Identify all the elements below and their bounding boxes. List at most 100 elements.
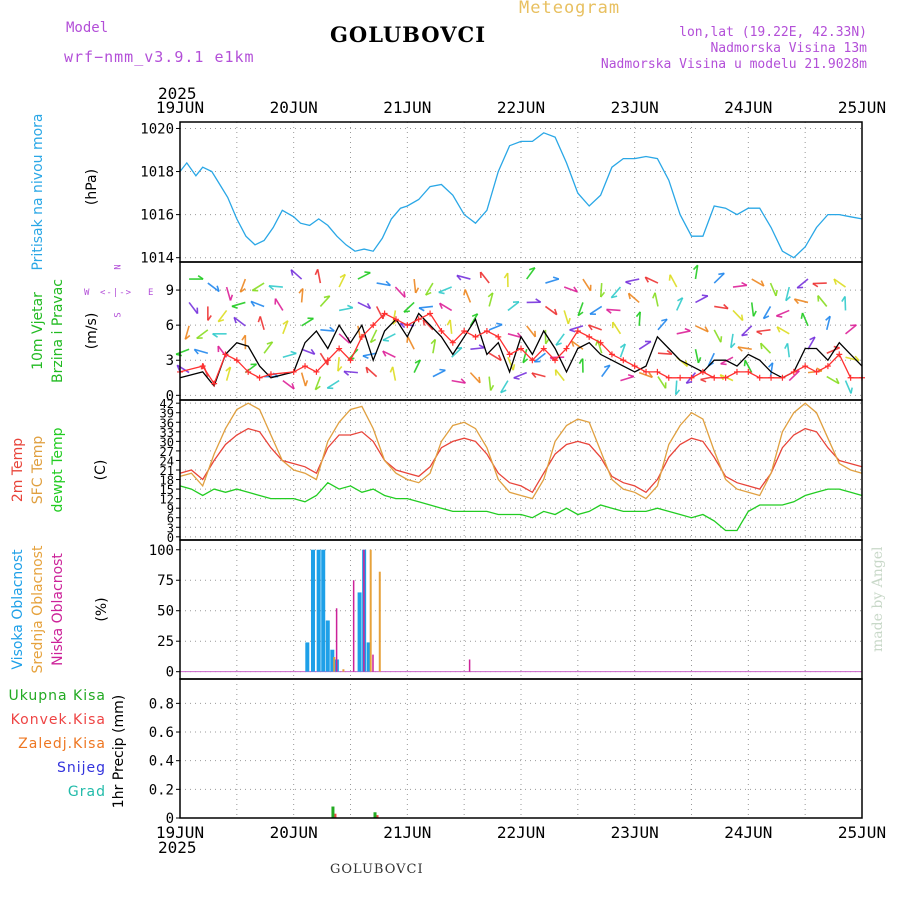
wind-barb-flag: [337, 366, 343, 372]
wind-barb: [785, 286, 791, 301]
wind-barb: [707, 352, 715, 367]
y-tick-label: 100: [149, 543, 174, 559]
wind-barb-flag: [741, 333, 748, 337]
wind-barb-flag: [648, 372, 654, 378]
wind-barb: [418, 305, 433, 309]
wind-barb: [713, 272, 725, 284]
wind-barb-flag: [567, 317, 571, 325]
y-tick-label: 15: [160, 483, 174, 497]
wind-barb: [714, 305, 729, 310]
wind-barb: [337, 357, 340, 372]
wind-barb-flag: [339, 273, 346, 279]
wind-barb: [464, 289, 472, 303]
wind-barb-flag: [291, 383, 295, 390]
model-name: wrf−nmm_v3.9.1 e1km: [64, 48, 255, 66]
wind-barb: [175, 348, 190, 355]
gust-marker: [233, 357, 240, 364]
wind-barb-flag: [723, 303, 729, 310]
gust-marker: [222, 351, 229, 358]
model-elevation-text: Nadmorska Visina u modelu 21.9028m: [600, 57, 867, 72]
y-axis-label: Niska Oblacnost: [50, 553, 66, 666]
precip-conv-bar: [334, 813, 337, 818]
wind-barb: [619, 343, 626, 358]
wind-barb-flag: [700, 378, 707, 383]
wind-barb: [769, 282, 777, 297]
wind-barb-flag: [756, 330, 763, 336]
wind-barb: [251, 282, 265, 292]
panel-wind: 0 3 6 9 10m Vjetar Brzina i Pravac (m/s): [30, 261, 865, 404]
panel-pressure: 1014 1016 1018 1020 Pritisak na nivou mora (h…: [30, 113, 863, 271]
gust-marker: [506, 351, 513, 358]
wind-barb: [675, 297, 684, 311]
cloud-high-bar: [325, 620, 330, 672]
footer-station: GOLUBOVCI: [330, 862, 424, 877]
wind-barb-flag: [478, 344, 485, 349]
wind-barb: [845, 324, 857, 335]
wind-barb-flag: [720, 336, 723, 343]
wind-barb-flag: [503, 272, 509, 279]
wind-barb-flag: [418, 307, 425, 312]
series-line-dewpoint: [179, 481, 863, 532]
wind-barb: [488, 292, 494, 307]
gust-marker: [631, 363, 638, 370]
x-tick-label-bottom: 20JUN: [270, 823, 318, 842]
x-tick-label-top: 21JUN: [383, 98, 431, 117]
x-tick-label-bottom: 19JUN: [156, 823, 204, 842]
wind-barb-flag: [385, 280, 391, 287]
gust-marker: [347, 357, 354, 364]
y-tick-label: 0: [166, 388, 174, 404]
wind-barb: [382, 333, 396, 341]
series-line-pressure: [179, 132, 863, 259]
gust-marker: [313, 368, 320, 375]
cloud-low-bar: [352, 580, 355, 672]
wind-barb-flag: [239, 288, 246, 293]
wind-barb-flag: [231, 305, 238, 309]
gust-marker: [392, 316, 399, 323]
y-tick-label: 30: [160, 435, 174, 449]
gust-marker: [495, 333, 502, 340]
wind-barb-flag: [438, 302, 443, 310]
y-tick-label: 1020: [140, 121, 174, 137]
wind-barb: [338, 274, 346, 288]
gust-marker: [518, 345, 524, 352]
y-tick-label: 18: [160, 474, 174, 488]
wind-barb-flag: [625, 281, 632, 285]
x-tick-label-top: 19JUN: [156, 98, 204, 117]
gust-marker: [483, 328, 490, 334]
cloud-low-bar: [372, 654, 374, 672]
wind-barb-flag: [627, 293, 631, 300]
wind-barb-flag: [759, 343, 763, 350]
gust-marker: [836, 351, 843, 358]
wind-barb: [833, 278, 846, 288]
wind-barb: [610, 286, 622, 299]
wind-barb: [338, 333, 351, 344]
wind-barb: [470, 346, 485, 351]
cloud-mid-bar: [378, 571, 381, 672]
wind-barb: [762, 306, 772, 319]
wind-barb: [394, 286, 406, 298]
y-tick-label: 0.6: [149, 725, 174, 741]
wind-barb: [338, 306, 354, 312]
wind-barb-flag: [403, 291, 406, 298]
wind-barb: [188, 301, 199, 315]
legend-entry: Konvek.Kisa: [11, 712, 106, 728]
wind-barb: [756, 329, 771, 333]
wind-barb-flag: [438, 291, 445, 295]
wind-barb: [207, 282, 220, 293]
y-tick-label: 0: [166, 811, 174, 827]
legend-entry: Ukupna Kisa: [8, 688, 106, 704]
gust-marker: [404, 322, 411, 329]
wind-barb: [413, 359, 422, 373]
wind-barb: [554, 369, 565, 382]
x-tick-label-bottom: 23JUN: [611, 823, 659, 842]
wind-barb: [239, 278, 247, 293]
wind-barb-flag: [489, 384, 495, 391]
y-tick-label: 0: [166, 665, 174, 681]
wind-barb-flag: [578, 358, 584, 365]
gust-marker: [324, 357, 331, 364]
wind-barb: [732, 309, 744, 322]
wind-barb-flag: [785, 296, 791, 302]
wind-barb: [439, 302, 453, 312]
cloud-low-bar: [468, 659, 471, 672]
